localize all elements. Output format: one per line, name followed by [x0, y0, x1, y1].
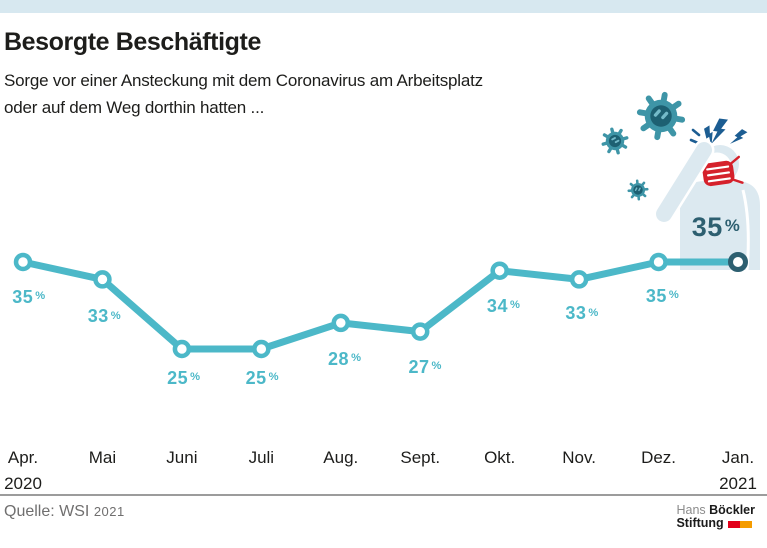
data-point	[331, 313, 351, 333]
page-title: Besorgte Beschäftigte	[4, 28, 261, 56]
source-year: 2021	[93, 504, 125, 519]
footer-divider	[0, 494, 767, 496]
data-point	[13, 252, 33, 272]
subtitle-line-2: oder auf dem Weg dorthin hatten ...	[4, 98, 265, 117]
logo-color-bars	[727, 518, 752, 531]
data-label: 33%	[565, 303, 599, 324]
x-tick-label: Aug.	[323, 448, 359, 467]
worried-person-icon	[653, 139, 760, 270]
virus-icon	[625, 177, 651, 203]
data-point	[490, 261, 509, 280]
data-label: 35%	[12, 287, 46, 307]
x-tick-label: Okt.	[484, 448, 516, 467]
virus-icon	[597, 123, 633, 159]
x-year-label: 2021	[719, 474, 757, 493]
logo-boeckler: Böckler	[709, 503, 755, 517]
subtitle-line-1: Sorge vor einer Ansteckung mit dem Coron…	[4, 71, 483, 90]
data-label: 33%	[87, 306, 122, 327]
x-tick-label: Mai	[88, 448, 117, 467]
logo-stiftung: Stiftung	[676, 516, 724, 530]
x-tick-label: Juni	[166, 448, 198, 467]
x-tick-label: Jan.	[721, 448, 755, 467]
source-note: Quelle: WSI 2021	[4, 503, 125, 521]
source-label: Quelle: WSI	[4, 503, 90, 520]
x-tick-label: Apr.	[7, 448, 39, 467]
virus-icon	[640, 95, 682, 137]
data-label: 27%	[408, 356, 442, 377]
data-point	[569, 270, 589, 289]
data-point	[252, 339, 271, 359]
worried-person-illustration	[597, 78, 760, 270]
header-strip	[0, 0, 767, 13]
logo-red-bar	[727, 521, 740, 528]
data-point	[172, 339, 192, 359]
x-tick-label: Juli	[248, 448, 275, 467]
data-label: 28%	[328, 348, 362, 369]
data-label: 34%	[486, 295, 521, 316]
logo-orange-bar	[739, 521, 752, 528]
data-point	[93, 270, 112, 289]
logo-line-1: Hans Böckler	[676, 504, 755, 517]
data-point	[410, 322, 430, 341]
trend-line	[19, 258, 742, 353]
x-tick-label: Nov.	[562, 448, 596, 467]
data-label: 35%	[645, 286, 680, 306]
chart-subtitle: Sorge vor einer Ansteckung mit dem Coron…	[4, 67, 483, 121]
hans-boeckler-stiftung-logo: Hans Böckler Stiftung	[676, 504, 755, 531]
x-tick-label: Dez.	[641, 448, 677, 467]
logo-hans: Hans	[676, 503, 706, 517]
logo-line-2: Stiftung	[676, 517, 755, 531]
x-year-label: 2020	[4, 474, 42, 493]
face-mask-icon	[702, 155, 744, 187]
x-tick-label: Sept.	[400, 448, 441, 467]
data-label: 25%	[167, 368, 201, 388]
data-label: 25%	[245, 368, 280, 388]
